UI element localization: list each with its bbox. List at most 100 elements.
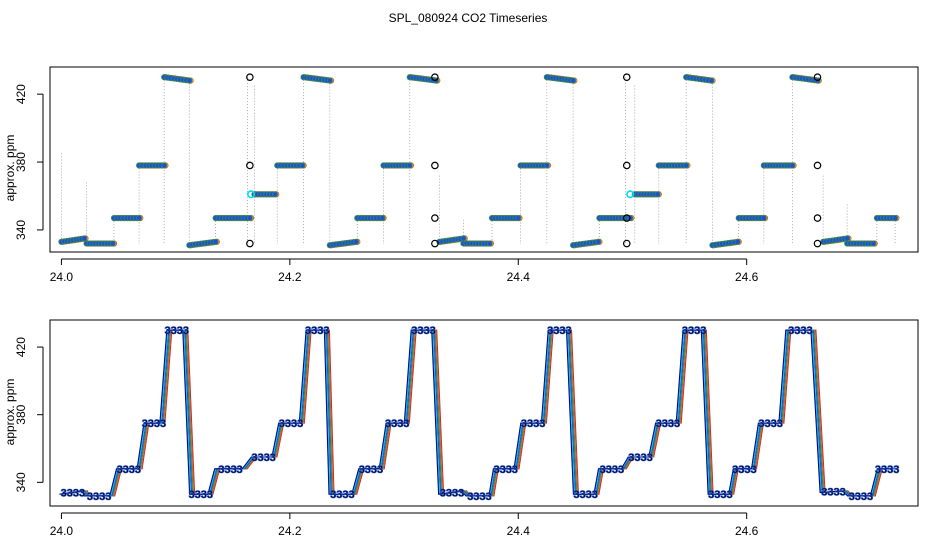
data-point [186,77,193,84]
data-point [760,215,767,222]
number-marker: 3333 [385,418,409,430]
data-point [81,235,88,242]
data-point [406,162,413,169]
bottom-series-lines [59,329,899,497]
number-marker: 3333 [732,464,756,476]
data-point [486,240,493,247]
number-marker: 3333 [359,464,383,476]
data-point [326,77,333,84]
bottom-y-tick-label: 340 [14,472,28,492]
number-marker: 3333 [493,464,517,476]
top-axes: 24.0 24.2 24.4 24.6 340 380 420 [14,66,919,284]
number-marker: 3333 [600,464,624,476]
open-circle-marker [431,161,439,170]
number-marker: 3333 [251,452,275,464]
data-point [595,238,602,245]
data-point [161,162,168,169]
top-x-tick-label: 24.6 [735,270,759,284]
number-marker: 3333 [656,418,680,430]
number-marker: 3333 [189,489,213,501]
bottom-y-tick-label: 420 [14,337,28,357]
open-circle-marker [813,239,822,248]
open-circle-marker [622,73,631,81]
top-x-tick-label: 24.2 [278,270,302,284]
data-point [892,215,899,222]
number-marker: 3333 [849,491,873,503]
data-point [789,162,796,169]
number-marker: 3333 [165,325,189,337]
figure-title: SPL_080924 CO2 Timeseries [389,11,548,25]
bottom-panel: 3333 3333 3333 3333 3333 3333 3333 3333 3333 3333… [3,319,919,538]
data-point [734,238,741,245]
number-marker: 3333 [788,325,812,337]
data-point [654,191,661,198]
number-marker: 3333 [521,418,545,430]
number-marker: 3333 [330,489,354,501]
number-marker: 3333 [682,325,706,337]
open-circle-marker [813,73,822,81]
number-marker: 3333 [573,489,597,501]
open-circle-marker [246,239,254,248]
data-point [271,191,279,198]
bottom-x-tick-label: 24.2 [278,524,302,538]
number-marker: 3333 [305,325,329,337]
number-marker: 3333 [467,491,491,503]
top-data-points [58,74,900,249]
bottom-number-markers: 3333 3333 3333 3333 3333 3333 3333 3333 3333 3333… [60,325,899,503]
number-marker: 3333 [117,464,141,476]
data-point [683,162,690,169]
bottom-axes: 24.0 24.2 24.4 24.6 340 380 420 [14,319,919,538]
top-y-axis-label: approx. ppm [3,135,17,202]
cyan-point [626,190,635,199]
data-point [136,215,143,222]
number-marker: 3333 [628,452,652,464]
number-marker: 3333 [87,491,111,503]
data-point [109,240,116,247]
open-circle-marker [622,239,631,248]
number-marker: 3333 [279,418,303,430]
open-circle-marker [246,161,254,170]
number-marker: 3333 [758,418,782,430]
data-point [543,162,550,169]
bottom-x-tick-label: 24.6 [735,524,759,538]
number-marker: 3333 [218,464,242,476]
data-point [844,235,851,242]
number-marker: 3333 [821,487,845,499]
top-panel: 24.0 24.2 24.4 24.6 340 380 420 approx. ppm [3,66,919,284]
data-point [570,77,577,84]
number-marker: 3333 [547,325,571,337]
top-guide-lines [61,77,896,244]
bottom-y-tick-label: 380 [14,404,28,424]
top-x-tick-label: 24.0 [50,270,74,284]
bottom-x-tick-label: 24.4 [507,524,531,538]
data-point [460,235,467,242]
number-marker: 3333 [440,487,464,499]
cyan-point [247,190,256,199]
top-y-tick-label: 420 [14,84,28,104]
data-point [299,162,306,169]
top-plot-frame [49,66,919,253]
top-y-tick-label: 380 [14,152,28,172]
data-point [353,238,360,245]
open-circle-marker [246,73,254,81]
top-x-tick-label: 24.4 [507,270,531,284]
bottom-plot-frame [49,319,919,507]
top-open-markers [246,73,822,248]
data-point [870,240,877,247]
series-line [59,329,894,497]
bottom-y-axis-label: approx. ppm [3,379,17,446]
bottom-x-tick-label: 24.0 [50,524,74,538]
open-circle-marker [431,214,439,222]
number-marker: 3333 [142,418,166,430]
open-circle-marker [431,239,439,248]
number-marker: 3333 [875,464,899,476]
open-circle-marker [813,214,822,222]
open-circle-marker [813,161,822,170]
data-point [246,215,253,222]
data-point [708,77,715,84]
data-point [379,215,386,222]
data-point [515,215,522,222]
number-marker: 3333 [411,325,435,337]
top-y-tick-label: 340 [14,220,28,240]
